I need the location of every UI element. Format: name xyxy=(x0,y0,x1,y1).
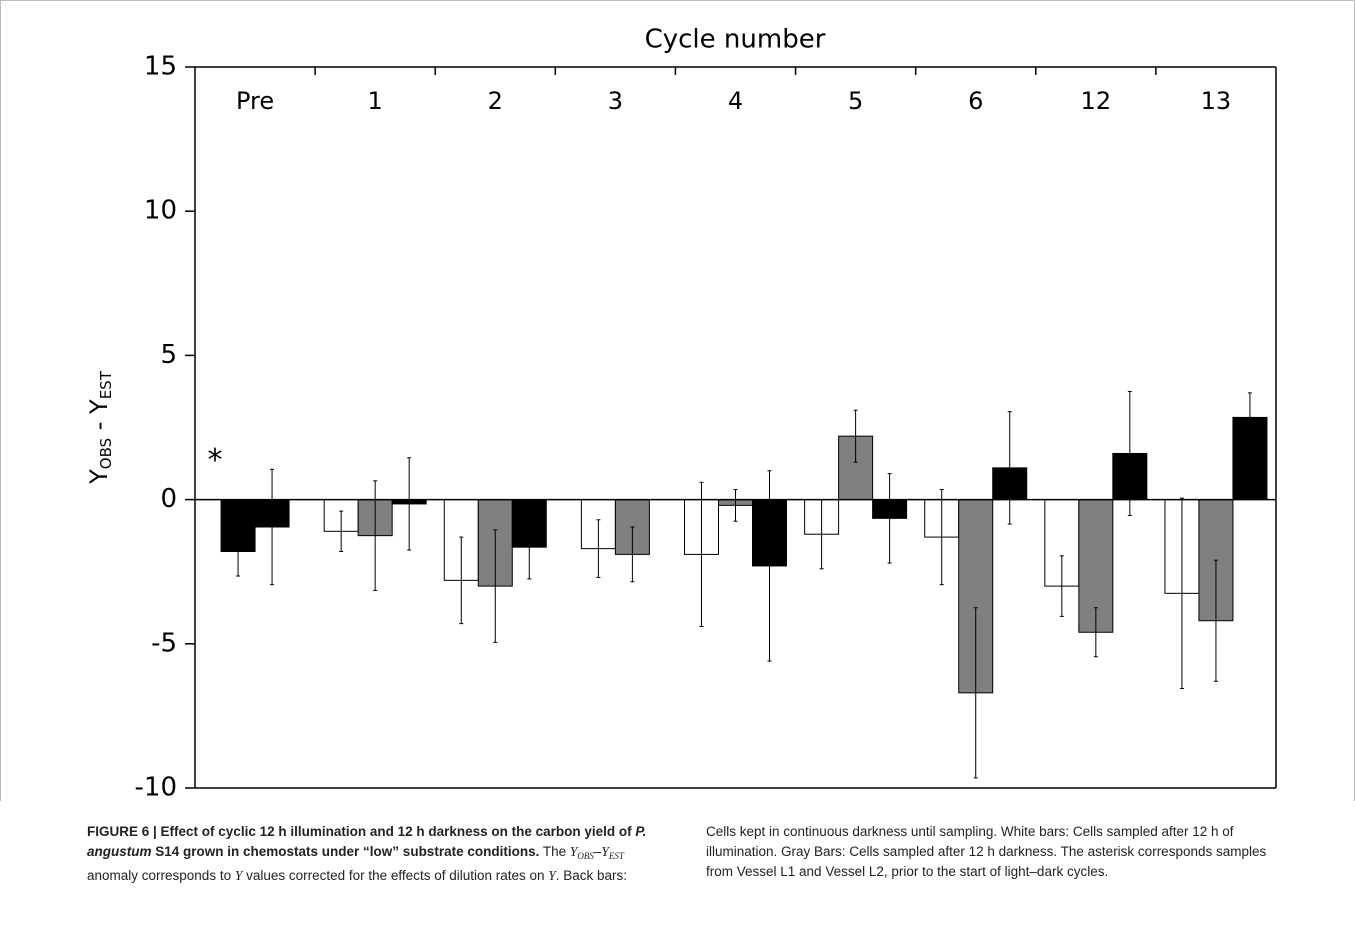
caption-run: Y xyxy=(234,868,243,883)
category-label: Pre xyxy=(236,87,274,115)
category-label: 6 xyxy=(968,87,983,115)
y-tick-label: -5 xyxy=(151,628,177,658)
y-tick-label: 0 xyxy=(160,484,177,514)
y-label-part: - Y xyxy=(85,399,113,438)
caption-run: EST xyxy=(608,851,624,861)
caption: FIGURE 6 | Effect of cyclic 12 h illumin… xyxy=(87,822,1277,886)
category-label: 13 xyxy=(1201,87,1232,115)
category-label: 1 xyxy=(368,87,383,115)
caption-run: Y xyxy=(601,844,609,859)
caption-run: The xyxy=(539,844,570,859)
chart-title: Cycle number xyxy=(645,25,826,55)
category-label: 4 xyxy=(728,87,743,115)
caption-run: OBS xyxy=(577,851,594,861)
annotation: * xyxy=(208,443,223,478)
y-label-part: EST xyxy=(97,370,115,399)
y-tick-label: 15 xyxy=(144,52,177,82)
category-label: 3 xyxy=(608,87,623,115)
caption-run: Y xyxy=(548,868,556,883)
caption-run: Y xyxy=(569,844,578,859)
category-label: 12 xyxy=(1081,87,1112,115)
y-label-part: OBS xyxy=(97,438,115,469)
y-tick-label: -10 xyxy=(135,773,177,801)
y-tick-label: 10 xyxy=(144,196,177,226)
caption-run: S14 grown in chemostats under “low” subs… xyxy=(151,844,540,859)
caption-run: . Back bars: Cells kept in continuous da… xyxy=(555,824,1267,883)
caption-run: anomaly corresponds to xyxy=(87,868,235,883)
category-label: 2 xyxy=(488,87,503,115)
category-label: 5 xyxy=(848,87,863,115)
caption-run: values corrected for the effects of dilu… xyxy=(242,868,549,883)
y-tick-label: 5 xyxy=(160,340,177,370)
caption-run: P. angustum xyxy=(87,824,647,859)
y-axis-label: YOBS - YEST xyxy=(85,370,115,485)
caption-run: FIGURE 6 | Effect of cyclic 12 h illumin… xyxy=(87,824,636,839)
y-label-part: Y xyxy=(85,469,113,485)
caption-run: – xyxy=(593,844,602,859)
